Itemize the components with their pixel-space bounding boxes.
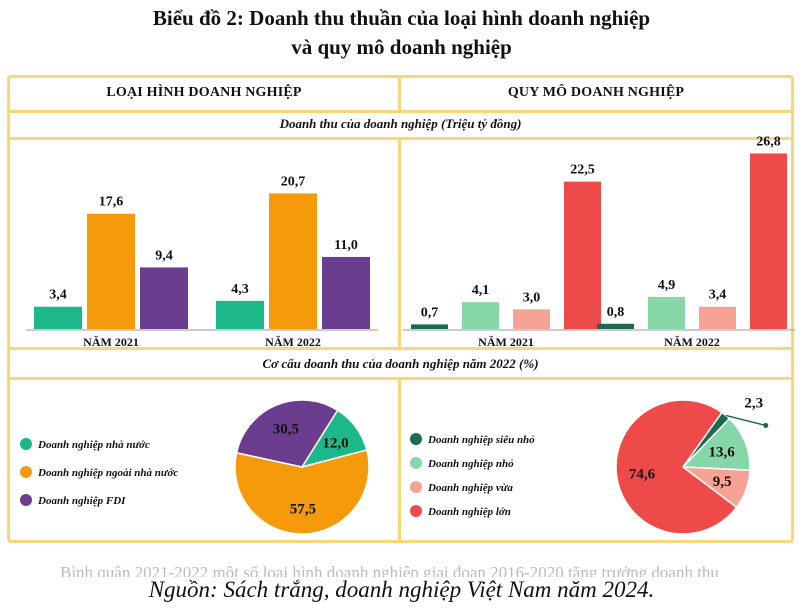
pie-value-label: 2,3 (744, 395, 763, 411)
category-label: NĂM 2022 (664, 335, 720, 349)
legend-swatch (410, 481, 422, 493)
bar-value-label: 4,9 (658, 278, 676, 293)
pie-leader-dot (763, 422, 769, 428)
legend-label: Doanh nghiệp nhà nước (37, 439, 150, 451)
pie-subtitle: Cơ cấu doanh thu của doanh nghiệp năm 20… (262, 356, 539, 371)
pie-leader-line (725, 414, 766, 427)
bar-1-1-1 (648, 296, 685, 329)
pie-value-label: 13,6 (708, 445, 735, 461)
bar-value-label: 0,7 (421, 305, 439, 320)
bar-0-1-1 (269, 193, 317, 329)
bar-1-1-0 (597, 323, 634, 329)
legend-label: Doanh nghiệp FDI (37, 495, 126, 507)
cropped-text-line: Bình quân 2021-2022 một số loại hình doa… (60, 563, 719, 577)
bar-value-label: 4,3 (231, 282, 249, 297)
bar-value-label: 3,4 (49, 288, 67, 303)
category-label: NĂM 2021 (83, 335, 139, 349)
bar-1-0-3 (564, 181, 601, 329)
legend-swatch (20, 494, 32, 506)
bar-1-0-1 (462, 302, 499, 329)
bar-value-label: 11,0 (334, 238, 358, 253)
left-section-header: LOẠI HÌNH DOANH NGHIỆP (106, 85, 302, 100)
bar-1-0-0 (411, 324, 448, 329)
category-label: NĂM 2021 (478, 335, 534, 349)
legend-swatch (20, 466, 32, 478)
legend-swatch (20, 438, 32, 450)
pie-value-label: 9,5 (713, 474, 732, 490)
pie-slice-0-2 (235, 399, 339, 468)
bar-1-1-2 (699, 306, 736, 329)
pie-column-divider (398, 377, 401, 543)
header-column-divider (398, 75, 401, 113)
right-section-header: QUY MÔ DOANH NGHIỆP (507, 85, 685, 100)
legend-label: Doanh nghiệp nhỏ (427, 458, 514, 470)
source-note: Nguồn: Sách trắng, doanh nghiệp Việt Nam… (148, 577, 655, 602)
legend-swatch (410, 505, 422, 517)
pie-slice-1-3 (615, 399, 738, 535)
bar-value-label: 3,4 (709, 288, 727, 303)
chart-title-line1: Biểu đồ 2: Doanh thu thuần của loại hình… (152, 6, 651, 30)
bar-value-label: 22,5 (570, 163, 595, 178)
legend-label: Doanh nghiệp ngoài nhà nước (37, 467, 178, 479)
pie-slice-0-1 (234, 449, 370, 535)
bar-column-divider (398, 137, 401, 350)
legend-label: Doanh nghiệp vừa (427, 482, 513, 494)
bar-subtitle: Doanh thu của doanh nghiệp (Triệu tỷ đồn… (279, 116, 522, 131)
bar-0-0-2 (140, 267, 188, 329)
bar-value-label: 9,4 (155, 248, 173, 263)
bar-0-0-0 (34, 306, 82, 329)
legend-label: Doanh nghiệp lớn (427, 506, 511, 518)
pie-value-label: 74,6 (629, 466, 656, 482)
bar-0-1-0 (216, 300, 264, 329)
legend-label: Doanh nghiệp siêu nhỏ (427, 434, 535, 446)
legend-swatch (410, 457, 422, 469)
bar-value-label: 26,8 (756, 134, 781, 149)
bar-0-1-2 (322, 256, 370, 329)
bar-value-label: 17,6 (99, 195, 124, 210)
category-label: NĂM 2022 (265, 335, 321, 349)
legend-swatch (410, 433, 422, 445)
bar-value-label: 20,7 (281, 174, 306, 189)
pie-value-label: 57,5 (290, 502, 316, 518)
bar-value-label: 3,0 (523, 290, 541, 305)
pie-slice-1-1 (681, 417, 751, 472)
bar-value-label: 4,1 (472, 283, 490, 298)
bar-1-0-2 (513, 309, 550, 329)
pie-value-label: 12,0 (322, 435, 348, 451)
pie-value-label: 30,5 (273, 422, 299, 438)
bar-1-1-3 (750, 153, 787, 329)
chart-title-line2: và quy mô doanh nghiệp (291, 35, 512, 59)
bar-0-0-1 (87, 213, 135, 329)
bar-value-label: 0,8 (607, 305, 625, 320)
